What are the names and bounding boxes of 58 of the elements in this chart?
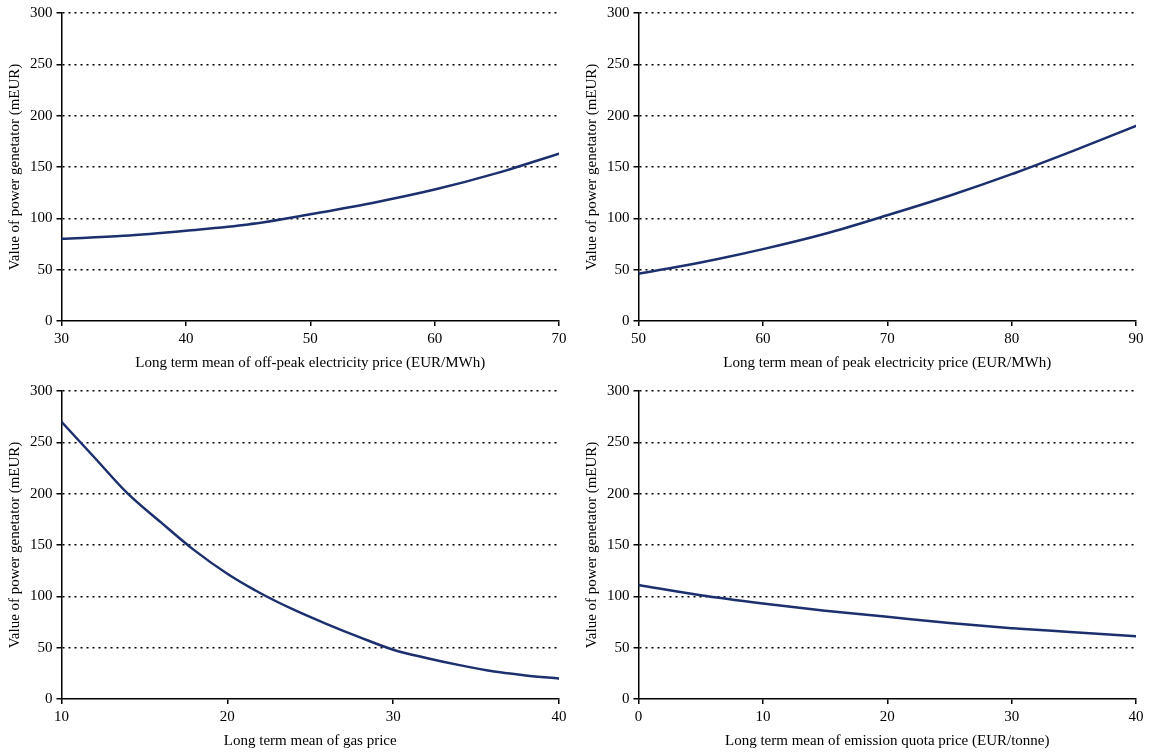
line-series — [61, 420, 559, 680]
y-axis-title: Value of power genetator (mEUR) — [582, 441, 600, 649]
x-axis-title: Long term mean of emission quota price (EUR/tonne) — [725, 731, 1050, 749]
y-tick-label: 200 — [30, 106, 53, 123]
x-tick-label: 70 — [879, 329, 895, 346]
x-axis-title: Long term mean of gas price — [223, 731, 398, 748]
y-tick-label: 100 — [30, 587, 53, 604]
x-tick-label: 10 — [755, 707, 771, 724]
line-series — [638, 124, 1136, 276]
y-tick-label: 50 — [614, 260, 630, 277]
y-tick-label: 300 — [607, 381, 630, 398]
y-axis-title: Value of power genetator (mEUR) — [582, 63, 600, 271]
x-axis-title: Long term mean of peak electricity price (EUR/MWh) — [723, 353, 1052, 371]
x-tick-label: 80 — [1004, 329, 1020, 346]
x-tick-label: 40 — [178, 329, 194, 346]
x-tick-label: 10 — [54, 707, 69, 724]
y-tick-label: 0 — [622, 311, 630, 328]
y-axis-title: Value of power genetator (mEUR) — [5, 63, 23, 271]
x-tick-label: 30 — [1004, 707, 1020, 724]
x-tick-label: 60 — [755, 329, 771, 346]
y-tick-label: 250 — [30, 433, 53, 450]
x-tick-label: 90 — [1128, 329, 1144, 346]
x-tick-label: 40 — [1128, 707, 1144, 724]
y-tick-label: 150 — [30, 157, 53, 174]
y-tick-label: 300 — [30, 381, 53, 398]
y-axis-title: Value of power genetator (mEUR) — [5, 441, 23, 649]
line-series — [638, 583, 1136, 638]
y-tick-label: 0 — [622, 689, 630, 706]
y-tick-label: 100 — [607, 587, 630, 604]
y-tick-label: 150 — [607, 535, 630, 552]
y-tick-label: 200 — [30, 484, 53, 501]
y-tick-label: 300 — [607, 3, 630, 20]
y-tick-label: 200 — [607, 106, 630, 123]
x-tick-label: 40 — [551, 707, 567, 724]
x-tick-label: 20 — [879, 707, 895, 724]
line-series — [61, 152, 559, 241]
x-tick-label: 0 — [634, 707, 643, 724]
y-tick-label: 100 — [30, 209, 53, 226]
y-tick-label: 0 — [45, 311, 53, 328]
x-tick-label: 30 — [385, 707, 401, 724]
y-tick-label: 150 — [30, 535, 53, 552]
y-tick-label: 250 — [607, 55, 630, 72]
y-tick-label: 250 — [607, 433, 630, 450]
y-tick-label: 250 — [30, 55, 53, 72]
y-tick-label: 50 — [37, 260, 53, 277]
x-tick-label: 70 — [551, 329, 567, 346]
x-axis-title: Long term mean of off-peak electricity price (EUR/MWh) — [135, 353, 486, 371]
y-tick-label: 200 — [607, 484, 630, 501]
x-tick-label: 30 — [54, 329, 69, 346]
y-tick-label: 50 — [37, 638, 53, 655]
x-tick-label: 50 — [302, 329, 318, 346]
y-tick-label: 300 — [30, 3, 53, 20]
y-tick-label: 150 — [607, 157, 630, 174]
y-tick-label: 100 — [607, 209, 630, 226]
x-tick-label: 20 — [219, 707, 235, 724]
x-tick-label: 60 — [427, 329, 443, 346]
y-tick-label: 0 — [45, 689, 53, 706]
y-tick-label: 50 — [614, 638, 630, 655]
